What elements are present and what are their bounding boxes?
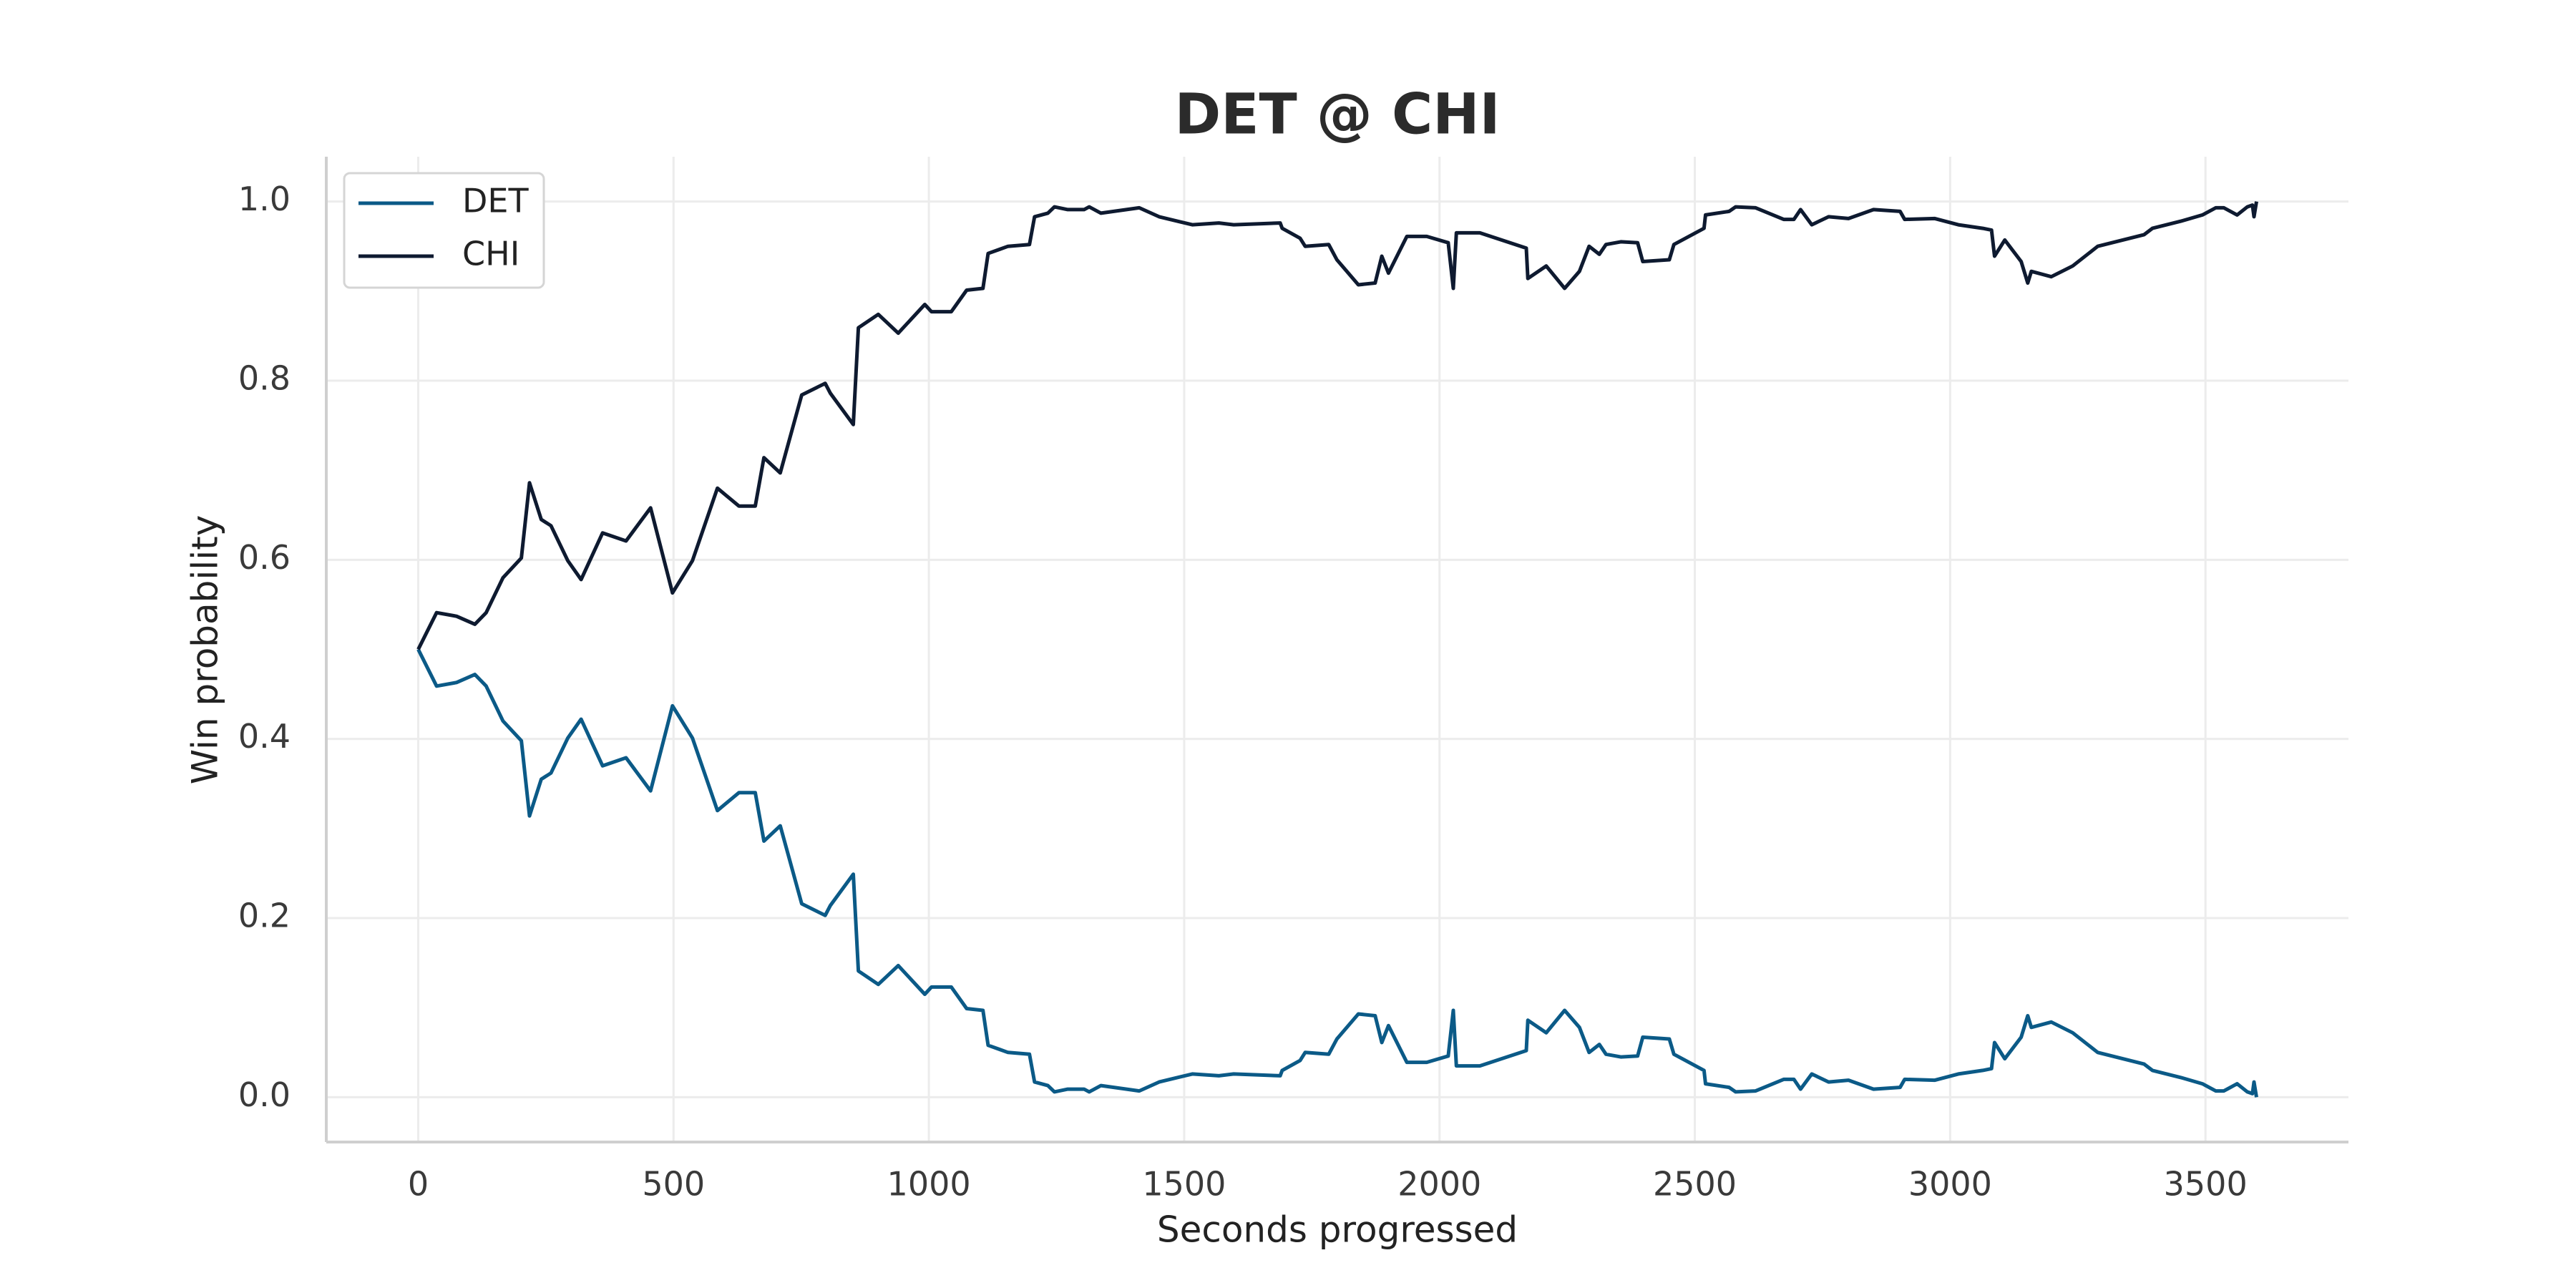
- x-tick-label: 2500: [1653, 1165, 1737, 1204]
- y-tick-label: 0.2: [238, 897, 291, 935]
- y-tick-label: 0.0: [238, 1075, 291, 1114]
- series-line: [416, 201, 2258, 650]
- x-tick-label: 2000: [1397, 1165, 1481, 1204]
- x-tick-label: 3500: [2164, 1165, 2248, 1204]
- y-tick-label: 0.6: [238, 538, 291, 577]
- x-tick-label: 500: [642, 1165, 705, 1204]
- y-axis-label: Win probability: [185, 515, 226, 785]
- x-axis-label: Seconds progressed: [1157, 1209, 1518, 1251]
- y-tick-label: 1.0: [238, 180, 291, 218]
- x-tick-label: 3000: [1908, 1165, 1992, 1204]
- y-tick-label: 0.8: [238, 358, 291, 397]
- series-line: [416, 648, 2258, 1098]
- x-tick-label: 0: [408, 1165, 429, 1204]
- ticks: 0 500 1000 1500 2000 2500 3000 3500 0.0 0.2 0.4 0.6…: [238, 180, 2248, 1203]
- x-tick-label: 1000: [887, 1165, 971, 1204]
- y-tick-label: 0.4: [238, 717, 291, 756]
- legend: DET CHI: [343, 172, 545, 289]
- legend-label: CHI: [462, 235, 519, 273]
- plot-lines: [416, 201, 2258, 1098]
- x-tick-label: 1500: [1142, 1165, 1226, 1204]
- chart-title: DET @ CHI: [1174, 82, 1500, 147]
- grid: [326, 157, 2348, 1142]
- legend-label: DET: [462, 182, 529, 220]
